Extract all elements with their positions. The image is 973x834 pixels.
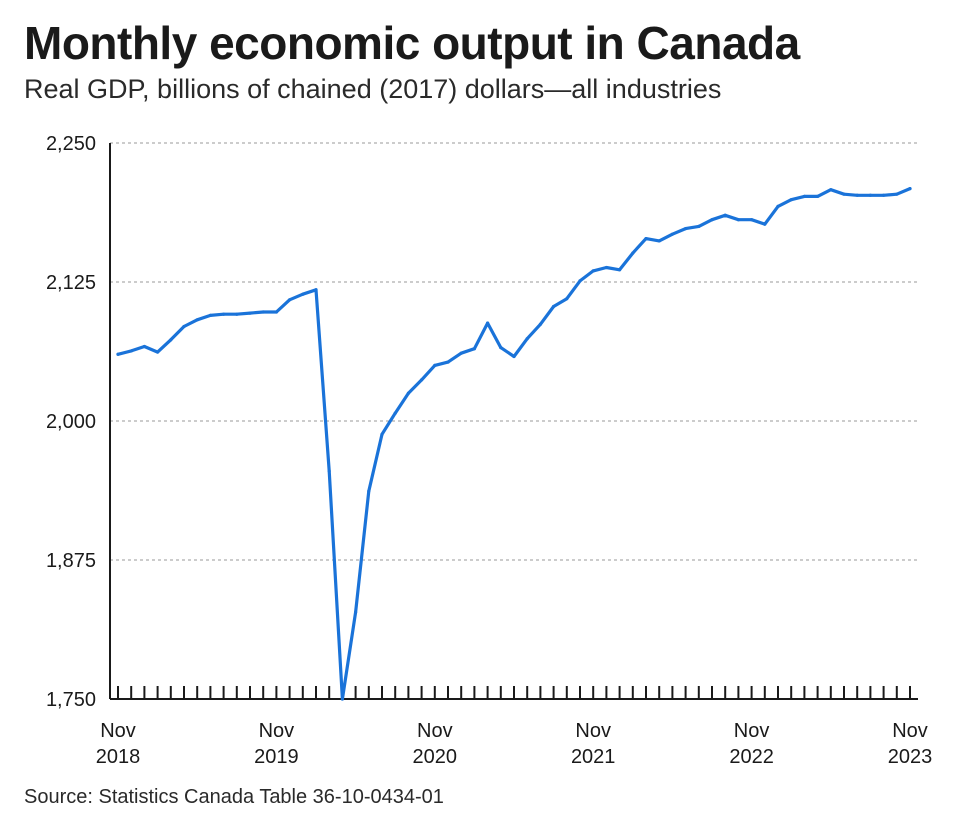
series-layer xyxy=(116,186,912,701)
data-point xyxy=(288,298,292,302)
data-point xyxy=(314,288,318,292)
data-point xyxy=(472,347,476,351)
x-tick-label-month: Nov xyxy=(259,720,295,742)
data-point xyxy=(327,469,331,473)
data-point xyxy=(750,218,754,222)
y-tick-label: 2,125 xyxy=(46,272,96,294)
data-point xyxy=(156,350,160,354)
y-tick-label: 1,875 xyxy=(46,550,96,572)
data-point xyxy=(868,193,873,197)
data-point xyxy=(222,312,226,316)
data-point xyxy=(486,321,490,325)
data-point xyxy=(301,292,305,296)
x-tick-label-month: Nov xyxy=(575,720,611,742)
data-point xyxy=(406,391,410,395)
data-point xyxy=(604,265,609,270)
data-point xyxy=(538,322,543,326)
data-point xyxy=(842,192,846,196)
data-point xyxy=(261,310,265,314)
data-point xyxy=(697,224,701,228)
x-tick-label-month: Nov xyxy=(734,720,770,742)
data-point xyxy=(525,337,529,341)
x-tick-label-month: Nov xyxy=(417,720,453,742)
x-tick-label-year: 2021 xyxy=(571,746,616,768)
y-tick-label: 2,250 xyxy=(46,133,96,155)
x-tick-label: Nov 2023 xyxy=(888,720,933,768)
data-point xyxy=(855,193,859,197)
data-point xyxy=(789,198,793,202)
data-point xyxy=(578,279,582,283)
data-point xyxy=(235,312,239,316)
x-tick-label-month: Nov xyxy=(892,720,928,742)
y-axis: 1,750 1,875 2,000 2,125 2,250 xyxy=(46,133,111,711)
data-point xyxy=(802,194,807,198)
data-point xyxy=(208,313,212,317)
x-tick-label-year: 2022 xyxy=(729,746,774,768)
data-point xyxy=(446,360,450,364)
x-tick-label-month: Nov xyxy=(100,720,136,742)
data-point xyxy=(354,610,358,614)
data-point xyxy=(195,318,199,322)
x-tick-label: Nov 2019 xyxy=(254,720,299,768)
x-tick-label-year: 2020 xyxy=(413,746,458,768)
data-point xyxy=(420,378,424,382)
data-point xyxy=(670,232,675,236)
data-point xyxy=(618,268,622,272)
data-point xyxy=(710,218,714,222)
data-point xyxy=(684,227,688,231)
data-point xyxy=(644,237,648,241)
chart-title: Monthly economic output in Canada xyxy=(24,17,800,69)
data-point xyxy=(565,297,569,301)
x-tick-label: Nov 2018 xyxy=(96,720,141,768)
data-point xyxy=(182,324,186,329)
data-point xyxy=(393,411,397,415)
data-point xyxy=(895,192,899,196)
data-point xyxy=(129,349,133,353)
data-point xyxy=(274,310,278,314)
x-tick-label: Nov 2020 xyxy=(413,720,458,768)
y-tick-label: 2,000 xyxy=(46,411,96,433)
x-tick-label: Nov 2022 xyxy=(729,720,774,768)
data-point xyxy=(142,344,146,349)
series-line xyxy=(116,187,912,701)
data-point xyxy=(763,222,767,226)
grid-lines xyxy=(110,142,918,561)
data-point xyxy=(723,213,727,217)
data-point xyxy=(908,186,912,191)
data-point xyxy=(367,489,371,493)
data-point xyxy=(116,352,120,356)
data-point xyxy=(657,239,661,243)
x-tick-label-year: 2023 xyxy=(888,746,933,768)
data-point xyxy=(591,269,595,273)
data-point xyxy=(459,351,463,355)
data-point xyxy=(736,218,741,222)
data-point xyxy=(512,354,516,359)
chart-subtitle: Real GDP, billions of chained (2017) dol… xyxy=(24,74,722,104)
data-point xyxy=(882,193,886,197)
data-point xyxy=(776,204,780,208)
data-point xyxy=(340,697,344,701)
data-point xyxy=(829,188,833,192)
data-point xyxy=(433,363,437,367)
data-point xyxy=(248,311,252,315)
x-tick-label: Nov 2021 xyxy=(571,720,616,768)
data-point xyxy=(631,251,635,255)
data-point xyxy=(816,194,820,198)
data-point xyxy=(380,432,384,436)
data-point xyxy=(552,304,556,309)
y-tick-label: 1,750 xyxy=(46,689,96,711)
data-point xyxy=(169,338,173,342)
x-tick-label-year: 2019 xyxy=(254,746,299,768)
x-tick-label-year: 2018 xyxy=(96,746,141,768)
source-note: Source: Statistics Canada Table 36-10-04… xyxy=(24,786,444,808)
x-axis: Nov 2018 Nov 2019 Nov 2020 Nov 2021 Nov 2022 Nov 20… xyxy=(96,686,933,768)
data-point xyxy=(499,346,503,350)
